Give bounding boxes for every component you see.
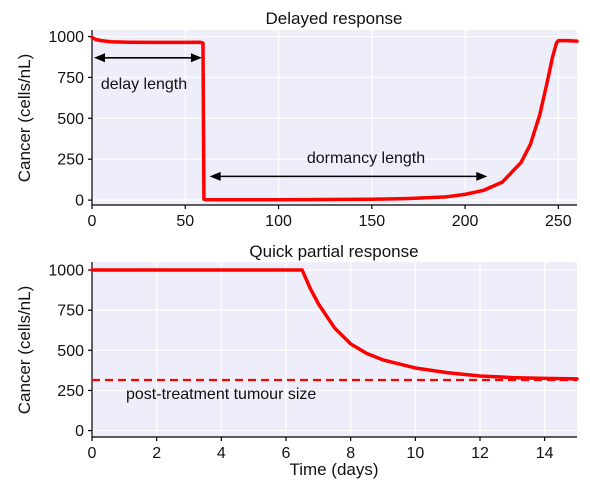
series-line: [90, 35, 579, 202]
series-layer: [90, 268, 579, 382]
x-tick-label: 0: [88, 213, 97, 230]
x-tick-label: 100: [265, 213, 292, 230]
y-tick-label: 0: [75, 423, 84, 440]
y-tick-label: 500: [57, 111, 84, 128]
x-axis-label: Time (days): [289, 460, 378, 479]
x-tick-label: 12: [471, 445, 489, 462]
x-tick-label: 14: [536, 445, 554, 462]
y-tick-label: 750: [57, 303, 84, 320]
x-tick-label: 6: [282, 445, 291, 462]
grid: [91, 262, 577, 437]
x-tick-label: 8: [346, 445, 355, 462]
reference-line-label: post-treatment tumour size: [126, 386, 316, 403]
chart-title: Delayed response: [265, 9, 402, 28]
chart-title: Quick partial response: [249, 242, 418, 261]
annotation-layer: delay length dormancy length: [101, 76, 425, 167]
tick-labels: 0 50 100 150 200 250 0 250 500 750 1000: [48, 29, 571, 230]
annotation-delay-length: delay length: [101, 76, 187, 93]
grid: [91, 30, 577, 205]
quick-partial-response-chart: 0 2 4 6 8 10 12 14 0 250 500 750 1000 post-treatment…: [15, 242, 579, 479]
x-tick-label: 50: [176, 213, 194, 230]
axes: [88, 30, 577, 209]
tick-labels: 0 2 4 6 8 10 12 14 0 250 500 750 1000: [48, 263, 553, 462]
y-tick-label: 500: [57, 343, 84, 360]
delayed-response-chart: 0 50 100 150 200 250 0 250 500 750 1000 delay leng…: [15, 9, 579, 230]
x-tick-label: 250: [545, 213, 572, 230]
x-tick-label: 200: [452, 213, 479, 230]
arrowhead-left: [209, 171, 221, 181]
series-layer: [90, 35, 579, 202]
annotation-dormancy-length: dormancy length: [307, 150, 425, 167]
y-axis-label: Cancer (cells/nL): [15, 54, 34, 183]
axes: [88, 262, 577, 441]
y-tick-label: 250: [57, 383, 84, 400]
y-axis-label: Cancer (cells/nL): [15, 286, 34, 415]
x-tick-label: 10: [406, 445, 424, 462]
y-tick-label: 750: [57, 70, 84, 87]
y-tick-label: 1000: [48, 29, 84, 46]
annotation-layer: post-treatment tumour size: [126, 386, 316, 403]
plot-area: [92, 262, 577, 437]
y-tick-label: 0: [75, 193, 84, 210]
y-tick-label: 250: [57, 152, 84, 169]
arrowhead-right: [190, 53, 202, 63]
x-tick-label: 4: [217, 445, 226, 462]
x-tick-label: 0: [88, 445, 97, 462]
x-tick-label: 150: [358, 213, 385, 230]
series-line: [90, 268, 579, 381]
x-tick-label: 2: [152, 445, 161, 462]
arrowhead-right: [476, 171, 488, 181]
y-tick-label: 1000: [48, 263, 84, 280]
arrowhead-left: [94, 53, 105, 63]
